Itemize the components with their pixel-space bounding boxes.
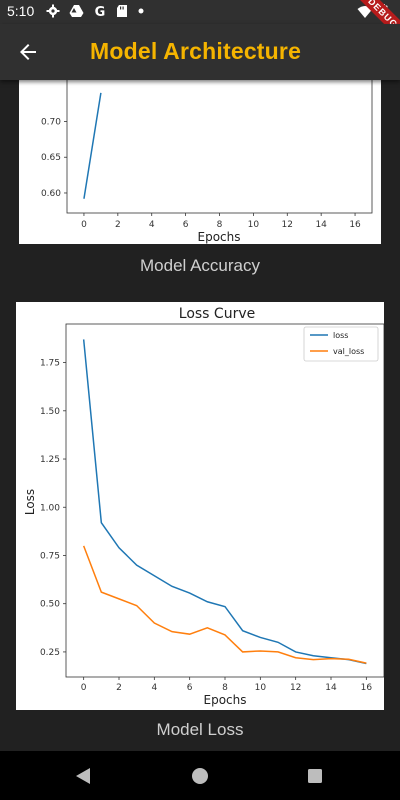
accuracy-y-tick-label: 0.70 (41, 117, 61, 127)
loss-legend: loss val_loss (303, 326, 379, 362)
loss-series-line-val-loss (82, 545, 367, 664)
accuracy-x-tick-label: 14 (315, 220, 327, 230)
drive-icon (69, 5, 84, 17)
accuracy-x-tick-label: 6 (183, 220, 189, 230)
loss-plot-frame (65, 323, 385, 678)
accuracy-caption: Model Accuracy (140, 256, 260, 275)
loss-x-tick-label: 12 (290, 683, 301, 693)
triangle-back-icon[interactable] (75, 767, 91, 785)
loss-x-tick-label: 8 (222, 683, 228, 693)
dot-icon (138, 8, 144, 14)
arrow-left-icon (20, 44, 36, 60)
loss-ylabel: Loss (23, 489, 37, 515)
accuracy-series-line (83, 92, 102, 199)
circle-home-icon[interactable] (191, 767, 209, 785)
app-bar: Model Architecture (0, 24, 400, 80)
status-icons: G (46, 4, 145, 18)
accuracy-x-tick-label: 0 (81, 220, 87, 230)
accuracy-y-tick-label: 0.65 (41, 153, 61, 163)
accuracy-x-tick-label: 8 (217, 220, 223, 230)
loss-x-tick-label: 6 (187, 683, 193, 693)
loss-x-tick-label: 10 (255, 683, 267, 693)
status-bar: 5:10 G DEBUG (0, 0, 400, 46)
loss-caption: Model Loss (156, 720, 244, 739)
loss-y-tick-label: 1.75 (40, 359, 60, 369)
svg-text:G: G (95, 5, 106, 18)
system-nav-bar (0, 751, 400, 800)
accuracy-plot-frame (66, 80, 373, 214)
loss-x-tick-label: 0 (81, 683, 87, 693)
loss-y-tick-label: 0.25 (40, 648, 60, 658)
loss-y-tick-label: 1.00 (40, 503, 60, 513)
page-title: Model Architecture (90, 38, 302, 64)
accuracy-xlabel: Epochs (198, 230, 241, 244)
gear-icon (46, 4, 60, 18)
loss-x-tick-label: 2 (116, 683, 122, 693)
accuracy-chart-card: 0 2 4 6 8 10 12 14 16 0.60 0.65 0.70 Epochs (19, 80, 381, 244)
square-recents-icon[interactable] (307, 768, 323, 784)
loss-x-tick-label: 16 (361, 683, 373, 693)
loss-x-tick-label: 4 (151, 683, 157, 693)
content-scroll-area[interactable]: 0 2 4 6 8 10 12 14 16 0.60 0.65 0.70 Epochs Model A… (0, 80, 400, 751)
accuracy-x-tick-label: 16 (349, 220, 361, 230)
legend-label-val-loss: val_loss (333, 347, 364, 356)
loss-x-tick-label: 14 (325, 683, 337, 693)
loss-chart: Loss Curve 0 2 4 6 8 10 12 14 16 0.25 0.50 0.75 1.00… (23, 306, 385, 707)
legend-label-loss: loss (333, 331, 348, 340)
sd-card-icon (117, 5, 127, 17)
accuracy-x-tick-label: 2 (115, 220, 121, 230)
accuracy-y-tick-label: 0.60 (41, 189, 61, 199)
accuracy-x-tick-label: 12 (282, 220, 293, 230)
loss-y-tick-label: 0.75 (40, 551, 60, 561)
accuracy-x-tick-label: 4 (149, 220, 155, 230)
loss-y-tick-label: 1.50 (40, 407, 60, 417)
google-icon: G (95, 5, 106, 18)
loss-chart-title: Loss Curve (179, 306, 255, 322)
back-button[interactable] (16, 40, 40, 64)
accuracy-x-tick-label: 10 (248, 220, 260, 230)
loss-series-line-loss (82, 339, 367, 665)
status-time: 5:10 (7, 3, 35, 19)
loss-xlabel: Epochs (204, 693, 247, 707)
loss-y-tick-label: 1.25 (40, 455, 60, 465)
loss-chart-card: Loss Curve 0 2 4 6 8 10 12 14 16 0.25 0.50 0.75 1.00… (16, 302, 385, 710)
loss-y-tick-label: 0.50 (40, 600, 60, 610)
accuracy-chart: 0 2 4 6 8 10 12 14 16 0.60 0.65 0.70 Epochs (41, 80, 373, 244)
